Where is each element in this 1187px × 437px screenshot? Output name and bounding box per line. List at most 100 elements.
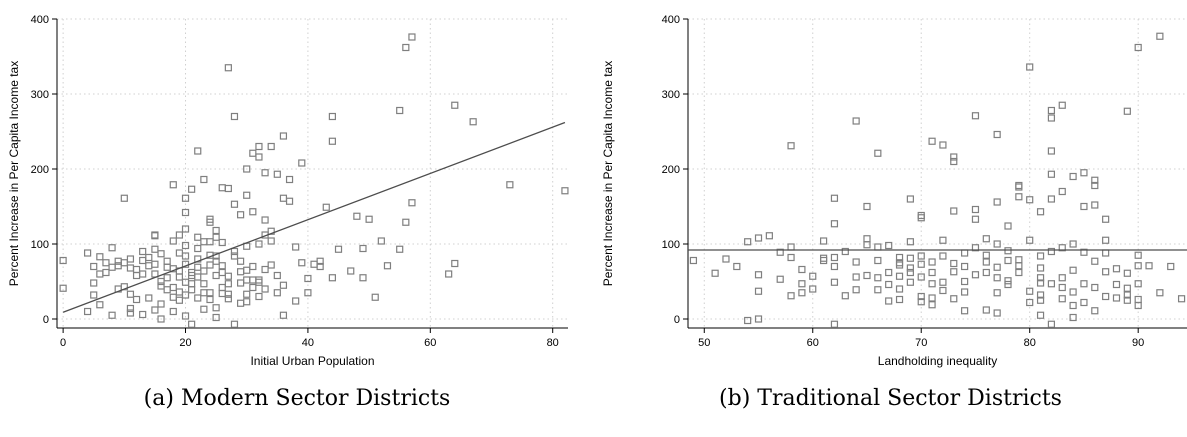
data-point (1015, 183, 1023, 191)
data-point (181, 208, 190, 217)
data-point (939, 252, 947, 260)
data-point (218, 262, 226, 270)
data-point (157, 277, 165, 286)
data-point (1069, 288, 1077, 296)
data-point (175, 231, 183, 239)
data-point (267, 237, 275, 245)
data-point (1069, 266, 1077, 274)
data-point (169, 181, 177, 189)
data-point (224, 64, 232, 72)
data-point (961, 277, 969, 286)
data-point (928, 137, 936, 145)
data-point (841, 247, 849, 256)
data-point (1026, 196, 1034, 204)
data-point (169, 237, 177, 245)
data-point (1036, 279, 1045, 287)
x-tick-label: 80 (1024, 337, 1036, 349)
data-point (236, 211, 245, 219)
data-point (1080, 248, 1088, 256)
data-point (120, 194, 128, 202)
data-point (206, 261, 214, 269)
data-point (194, 273, 202, 281)
data-point (365, 215, 373, 223)
data-point (1036, 264, 1045, 272)
data-point (971, 244, 980, 252)
data-point (961, 307, 969, 315)
data-point (236, 257, 245, 265)
data-point (1015, 181, 1023, 190)
data-point (377, 237, 385, 245)
data-point (267, 261, 275, 269)
data-point (212, 271, 220, 280)
data-point (787, 142, 795, 150)
data-point (906, 264, 914, 272)
data-point (59, 256, 67, 265)
data-point (885, 280, 893, 289)
data-point (895, 253, 904, 262)
data-point (917, 260, 925, 268)
data-point (145, 294, 153, 302)
data-point (1091, 257, 1099, 265)
data-point (1123, 107, 1131, 115)
data-point (236, 268, 245, 276)
data-point (108, 311, 116, 319)
data-point (273, 271, 281, 280)
data-point (1080, 280, 1088, 288)
data-point (1004, 277, 1012, 285)
data-point (928, 294, 936, 302)
data-point (1004, 280, 1012, 289)
data-point (506, 181, 514, 189)
data-point (1004, 247, 1012, 255)
data-point (298, 259, 306, 267)
data-point (243, 191, 251, 199)
data-point (971, 271, 980, 279)
data-point (1102, 249, 1110, 257)
data-point (255, 276, 263, 284)
data-point (157, 250, 165, 258)
y-tick-label: 0 (43, 314, 49, 326)
data-point (169, 307, 177, 316)
data-point (993, 198, 1001, 206)
data-point (212, 226, 220, 235)
y-tick-label: 100 (662, 239, 680, 251)
data-point (776, 248, 784, 256)
data-point (151, 260, 159, 268)
data-point (1047, 114, 1056, 122)
data-point (1156, 289, 1164, 297)
data-point (230, 112, 239, 121)
data-point (906, 238, 914, 246)
x-tick-label: 70 (915, 337, 927, 349)
data-point (1134, 262, 1142, 270)
data-point (279, 132, 288, 140)
data-point (218, 283, 226, 292)
data-point (733, 262, 741, 271)
data-point (819, 237, 828, 245)
data-point (249, 283, 257, 292)
data-point (1047, 147, 1056, 155)
data-point (163, 286, 171, 294)
data-point (218, 268, 226, 277)
data-point (1036, 208, 1045, 216)
data-point (181, 241, 190, 250)
data-point (939, 141, 947, 149)
data-point (950, 153, 958, 161)
data-point (917, 273, 925, 281)
data-point (175, 296, 183, 304)
data-point (1026, 298, 1034, 307)
data-point (249, 208, 257, 216)
data-point (928, 301, 936, 309)
data-point (939, 236, 947, 244)
data-point (285, 197, 294, 205)
data-point (1036, 296, 1045, 304)
fit-line (62, 121, 566, 313)
data-point (874, 274, 882, 282)
data-point (163, 274, 171, 282)
data-point (1102, 268, 1110, 276)
x-tick-label: 90 (1132, 337, 1144, 349)
data-point (102, 268, 110, 277)
data-point (230, 252, 239, 260)
data-point (347, 267, 355, 275)
data-point (396, 106, 404, 115)
data-point (83, 249, 92, 257)
data-point (145, 253, 153, 262)
